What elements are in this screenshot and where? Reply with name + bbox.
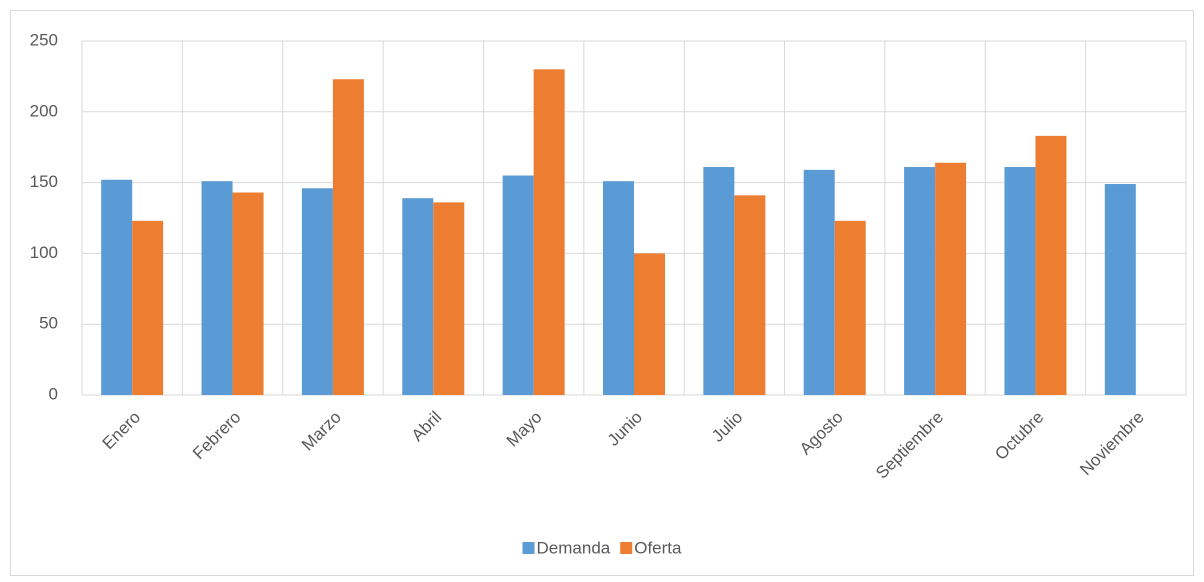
legend-label: Oferta [634,538,682,557]
y-tick-label: 150 [30,172,58,191]
bar [1035,135,1067,395]
y-tick-label: 250 [30,30,58,49]
y-tick-label: 0 [49,384,58,403]
legend-swatch [522,542,535,554]
bar [533,69,565,395]
bar [1104,184,1136,395]
bar [734,195,766,395]
bar [101,179,133,395]
legend-swatch [620,542,633,554]
bar [834,220,866,395]
bar [201,181,233,395]
bar [232,192,264,395]
y-tick-label: 200 [30,101,58,120]
y-tick-label: 100 [30,243,58,262]
bar [301,188,333,395]
legend: Demanda Oferta [522,538,682,557]
bar [803,169,835,395]
bar [904,167,936,395]
bar [634,253,665,395]
bar [132,220,164,395]
bar [703,167,735,395]
bar [402,198,434,395]
bar [1004,167,1036,395]
y-tick-label: 50 [39,314,58,333]
bar [433,202,465,395]
bar [935,162,967,395]
bar [603,181,634,395]
bar [502,175,534,395]
bar [332,79,364,396]
legend-label: Demanda [537,538,611,557]
